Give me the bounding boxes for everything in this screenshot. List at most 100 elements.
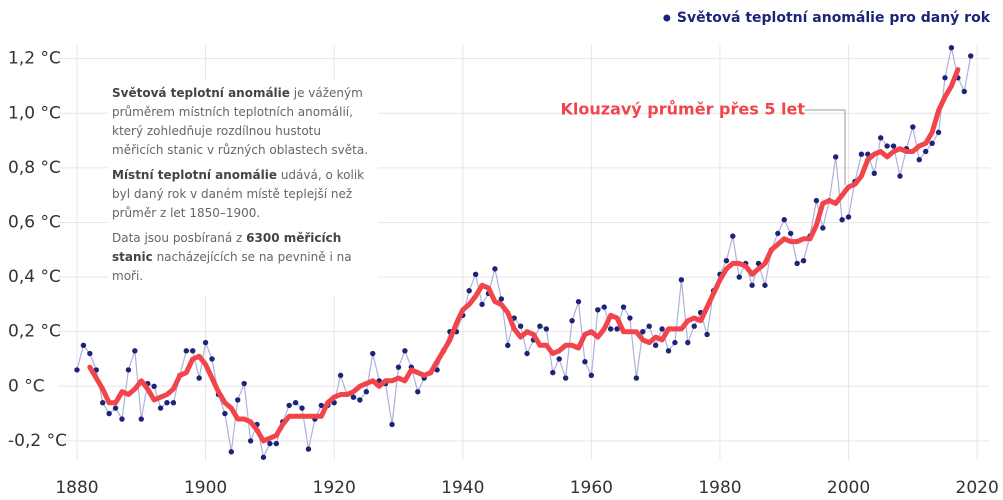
data-point <box>292 399 299 406</box>
data-point <box>170 399 177 406</box>
data-point <box>685 339 691 346</box>
data-point <box>723 257 730 264</box>
data-point <box>479 301 485 308</box>
data-point <box>305 446 312 452</box>
data-point <box>614 326 620 332</box>
data-point <box>190 348 196 354</box>
data-point <box>923 148 929 155</box>
data-point <box>209 356 215 362</box>
x-tick-label: 1940 <box>441 478 484 498</box>
data-point <box>157 405 164 411</box>
data-point <box>138 416 144 422</box>
data-point <box>794 260 800 267</box>
data-point <box>633 375 640 381</box>
annotation-label: Klouzavý průměr přes 5 let <box>561 100 806 119</box>
note-text: Data jsou posbíraná z <box>112 231 247 245</box>
data-point <box>80 342 87 349</box>
legend-label: Světová teplotní anomálie pro daný rok <box>677 10 991 26</box>
data-point <box>916 156 922 163</box>
note-paragraph: Světová teplotní anomálie je váženým prů… <box>112 84 374 160</box>
x-tick-label: 2000 <box>827 478 870 498</box>
data-point <box>762 282 768 288</box>
data-point <box>575 298 582 305</box>
note-paragraph: Data jsou posbíraná z 6300 měřicích stan… <box>112 229 374 286</box>
x-tick-label: 1960 <box>570 478 613 498</box>
data-point <box>363 389 370 395</box>
data-point <box>601 304 607 310</box>
data-point <box>235 397 241 403</box>
data-point <box>948 45 955 51</box>
y-tick-label: 0 °C <box>8 376 45 396</box>
data-point <box>800 257 807 264</box>
data-point <box>787 230 794 237</box>
data-point <box>472 271 479 278</box>
data-point <box>119 416 125 422</box>
data-point <box>228 449 235 455</box>
data-point <box>299 405 305 411</box>
x-tick-label: 1920 <box>313 478 356 498</box>
data-point <box>164 399 170 406</box>
legend-marker <box>663 14 671 22</box>
data-point <box>582 359 588 365</box>
data-point <box>318 402 325 409</box>
data-point <box>620 304 627 310</box>
y-tick-label: 0,4 °C <box>8 267 61 287</box>
data-point <box>537 323 543 329</box>
data-point <box>151 383 157 389</box>
y-tick-label: 0,2 °C <box>8 322 61 342</box>
x-tick-label: 1900 <box>184 478 227 498</box>
data-point <box>498 296 505 302</box>
data-point <box>839 217 845 223</box>
x-tick-label: 1980 <box>698 478 741 498</box>
data-point <box>196 375 202 381</box>
data-point <box>106 410 112 417</box>
data-point <box>267 440 273 447</box>
data-point <box>877 135 884 141</box>
data-point <box>775 230 781 237</box>
plot <box>74 45 974 460</box>
data-point <box>87 350 93 357</box>
data-point <box>395 364 402 370</box>
data-point <box>820 225 826 231</box>
x-tick-label: 2020 <box>956 478 999 498</box>
data-point <box>607 326 614 332</box>
note-bold: 6300 měřicích stanic <box>112 231 342 264</box>
data-point <box>749 282 755 288</box>
y-tick-label: -0,2 °C <box>8 431 67 451</box>
annual-line <box>76 47 972 458</box>
note-box: Světová teplotní anomálie je váženým prů… <box>108 80 378 296</box>
data-point <box>968 53 974 59</box>
data-point <box>884 143 890 149</box>
y-tick-label: 1,0 °C <box>8 103 61 123</box>
data-point <box>845 214 852 220</box>
data-point <box>897 173 903 179</box>
data-point <box>556 356 562 362</box>
data-point <box>730 233 736 239</box>
note-bold: Místní teplotní anomálie <box>112 168 278 182</box>
data-point <box>350 394 357 400</box>
data-point <box>505 342 511 349</box>
data-point <box>402 348 408 354</box>
data-point <box>222 410 228 417</box>
data-point <box>543 326 550 332</box>
data-point <box>183 348 189 354</box>
note-text: nacházejících se na pevnině i na moři. <box>112 250 352 283</box>
data-point <box>357 397 363 403</box>
data-point <box>961 88 967 95</box>
data-point <box>691 323 697 329</box>
data-point <box>286 402 292 409</box>
data-point <box>704 331 710 338</box>
data-point <box>524 350 530 357</box>
data-point <box>112 405 119 411</box>
data-point <box>929 140 935 146</box>
data-point <box>466 288 472 294</box>
data-point <box>550 369 556 376</box>
data-point <box>678 277 685 283</box>
data-point <box>74 367 80 373</box>
data-point <box>588 372 595 379</box>
y-tick-label: 1,2 °C <box>8 49 61 69</box>
data-point <box>389 421 395 428</box>
data-point <box>942 75 948 81</box>
data-point <box>337 372 344 379</box>
